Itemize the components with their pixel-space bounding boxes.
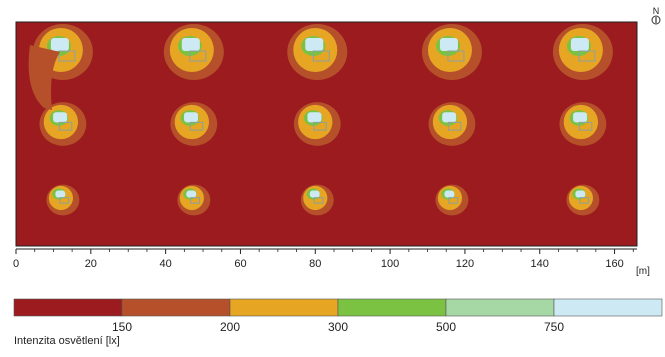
- light-pool-bottom-4: [435, 184, 469, 216]
- isoline-750: [50, 38, 69, 51]
- light-pool-top-5: [552, 24, 613, 80]
- x-tick-label: 160: [605, 258, 623, 270]
- x-tick-label: 120: [456, 258, 474, 270]
- north-arrow-icon: N: [651, 6, 661, 25]
- isoline-750: [575, 190, 586, 198]
- isoline-750: [305, 38, 324, 51]
- x-tick-label: 100: [381, 258, 399, 270]
- plot-frame: [15, 21, 638, 247]
- isoline-750: [570, 38, 589, 51]
- light-pool-bottom-5: [566, 184, 600, 216]
- north-label: N: [653, 6, 660, 16]
- x-tick-label: 40: [160, 258, 172, 270]
- x-tick-label: 0: [13, 258, 19, 270]
- light-pool-middle-3: [293, 102, 341, 146]
- light-pool-middle-2: [170, 102, 218, 146]
- light-pool-bottom-3: [300, 184, 334, 216]
- x-axis: 0 20 40 60 80 100 120 140 160: [13, 248, 637, 270]
- light-pool-top-3: [287, 24, 348, 80]
- luminaire-marker: [578, 50, 596, 62]
- legend-tick-label: 150: [112, 320, 132, 334]
- legend-title: Intenzita osvětlení [lx]: [14, 335, 120, 347]
- isoline-750: [439, 38, 458, 51]
- isoline-750: [53, 112, 68, 123]
- plot-area: [15, 21, 638, 247]
- isoline-200-bridge: [28, 45, 60, 110]
- luminaire-marker: [312, 50, 330, 62]
- luminaire-marker: [448, 197, 459, 204]
- isoline-750: [186, 190, 197, 198]
- legend-tick-label: 200: [220, 320, 240, 334]
- isoline-750: [181, 38, 200, 51]
- light-pool-bottom-1: [46, 184, 80, 216]
- x-tick-label: 60: [234, 258, 246, 270]
- legend-swatch: [229, 298, 339, 317]
- x-tick-label: 20: [85, 258, 97, 270]
- luminaire-marker: [447, 50, 465, 62]
- x-tick-label: 80: [309, 258, 321, 270]
- legend-tick-label: 300: [328, 320, 348, 334]
- luminaire-marker: [313, 197, 324, 204]
- x-unit-label: [m]: [636, 266, 650, 277]
- isoline-750: [442, 112, 457, 123]
- isoline-750: [309, 190, 320, 198]
- legend-swatch: [445, 298, 555, 317]
- legend-swatch: [121, 298, 231, 317]
- legend-tick-label: 500: [436, 320, 456, 334]
- light-pool-middle-1: [39, 102, 87, 146]
- luminaire-marker: [447, 121, 462, 131]
- light-pool-top-2: [163, 24, 224, 80]
- light-pool-top-4: [421, 24, 482, 80]
- luminaire-marker: [58, 50, 76, 62]
- legend-tick-label: 750: [544, 320, 564, 334]
- legend: 150 200 300 500 750: [13, 298, 663, 334]
- isoline-750: [184, 112, 199, 123]
- luminaire-marker: [189, 50, 207, 62]
- isoline-750: [444, 190, 455, 198]
- luminaire-marker: [578, 121, 593, 131]
- luminaire-marker: [58, 121, 73, 131]
- light-pool-middle-5: [559, 102, 607, 146]
- legend-swatch: [13, 298, 123, 317]
- legend-swatch: [553, 298, 663, 317]
- isoline-750: [573, 112, 588, 123]
- luminaire-marker: [579, 197, 590, 204]
- luminaire-marker: [313, 121, 327, 131]
- luminaire-marker: [59, 197, 70, 204]
- legend-swatch: [337, 298, 447, 317]
- isoline-750: [307, 112, 322, 123]
- light-pool-bottom-2: [177, 184, 211, 216]
- isoline-750: [55, 190, 66, 198]
- luminaire-marker: [189, 121, 204, 131]
- luminaire-marker: [190, 197, 201, 204]
- light-pool-middle-4: [428, 102, 476, 146]
- x-tick-label: 140: [531, 258, 549, 270]
